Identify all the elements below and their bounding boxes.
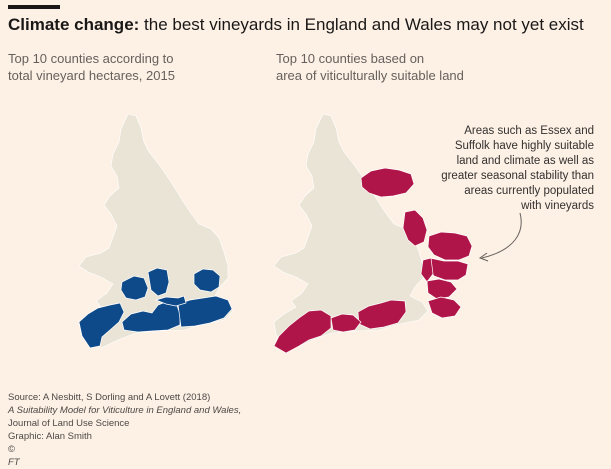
right-county-cambridgeshire	[420, 257, 434, 283]
source-line: Source: A Nesbitt, S Dorling and A Lovet…	[8, 391, 241, 417]
annotation-line3: land and climate as well as	[456, 155, 594, 167]
annotation-line6: with vineyards	[521, 200, 594, 212]
maps-canvas	[78, 113, 522, 354]
annotation-line4: greater seasonal stability than	[441, 170, 594, 182]
left-map-highlighted-counties	[78, 267, 233, 349]
annotation-line2: Suffolk have highly suitable	[454, 140, 594, 152]
right-county-norfolk	[427, 231, 473, 261]
right-county-essex	[426, 278, 458, 300]
left-map	[78, 113, 234, 349]
source-title: A Suitability Model for Viticulture in E…	[8, 405, 242, 416]
copyright-symbol: ©	[8, 444, 15, 455]
left-county-cornwall-devon	[78, 302, 125, 349]
headline-bold: Climate change:	[8, 15, 140, 34]
copyright-ft: FT	[8, 457, 20, 468]
headline: Climate change: the best vineyards in En…	[8, 14, 608, 35]
right-subtitle-line1: Top 10 counties based on	[276, 51, 425, 66]
left-county-dorset-hampshire	[121, 300, 181, 333]
right-county-lincolnshire	[402, 209, 428, 247]
right-map	[273, 113, 522, 354]
left-subtitle-line1: Top 10 counties according to	[8, 51, 174, 66]
right-map-subtitle: Top 10 counties based on area of viticul…	[276, 50, 486, 84]
right-county-north-yorkshire	[360, 167, 415, 198]
left-county-surrey-berkshire	[154, 295, 187, 307]
annotation-line1: Areas such as Essex and	[464, 125, 594, 137]
headline-rest: the best vineyards in England and Wales …	[139, 15, 584, 34]
source-prefix: Source: A Nesbitt, S Dorling and A Lovet…	[8, 392, 211, 403]
left-map-subtitle: Top 10 counties according to total viney…	[8, 50, 208, 84]
right-county-kent	[427, 296, 462, 319]
source-journal: Journal of Land Use Science	[8, 418, 130, 429]
graphic-credit: Graphic: Alan Smith	[8, 431, 92, 442]
essex-suffolk-annotation: Areas such as Essex and Suffolk have hig…	[436, 124, 594, 214]
left-county-somerset-wiltshire	[120, 275, 149, 301]
left-subtitle-line2: total vineyard hectares, 2015	[8, 68, 175, 83]
left-county-kent-sussex	[177, 295, 233, 328]
right-county-suffolk	[427, 257, 469, 281]
copyright-line: © FT	[8, 443, 241, 469]
right-county-devon-cornwall	[273, 309, 332, 354]
right-county-sussex-hampshire	[357, 299, 407, 330]
annotation-line5: areas currently populated	[464, 185, 594, 197]
left-county-essex-herts	[193, 268, 221, 293]
annotation-arrow	[481, 212, 522, 259]
annotation-arrowhead	[478, 252, 489, 262]
ft-top-rule	[8, 5, 60, 9]
left-county-gloucester	[147, 267, 170, 297]
right-subtitle-line2: area of viticulturally suitable land	[276, 68, 464, 83]
footer: Source: A Nesbitt, S Dorling and A Lovet…	[8, 391, 241, 469]
right-map-highlighted-counties	[273, 167, 473, 354]
right-county-dorset	[330, 313, 362, 333]
